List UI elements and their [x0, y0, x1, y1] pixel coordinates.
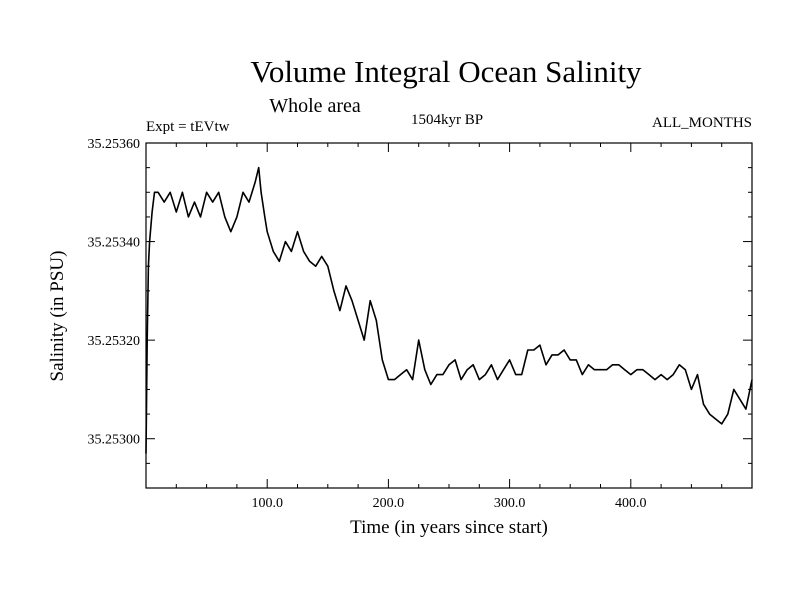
y-axis-label: Salinity (in PSU)	[47, 251, 68, 382]
chart-title: Volume Integral Ocean Salinity	[250, 54, 642, 89]
months-label: ALL_MONTHS	[652, 115, 752, 131]
plot-frame	[145, 142, 753, 489]
y-tick-label: 35.25300	[88, 433, 141, 448]
x-tick-label: 200.0	[373, 496, 405, 511]
y-axis: 35.25300 35.25320 35.25340 35.25360	[88, 137, 752, 464]
chart-subtitle: Whole area	[269, 95, 361, 117]
x-tick-label: 400.0	[615, 496, 647, 511]
y-tick-label: 35.25320	[88, 334, 141, 349]
experiment-label: Expt = tEVtw	[146, 119, 230, 135]
x-tick-label: 100.0	[251, 496, 283, 511]
x-axis-label: Time (in years since start)	[350, 517, 548, 538]
x-axis: 100.0 200.0 300.0 400.0	[175, 143, 723, 511]
period-label: 1504kyr BP	[411, 112, 483, 128]
salinity-series-line	[145, 166, 753, 454]
y-tick-label: 35.25340	[88, 236, 141, 251]
x-tick-label: 300.0	[494, 496, 526, 511]
y-tick-label: 35.25360	[88, 137, 141, 152]
